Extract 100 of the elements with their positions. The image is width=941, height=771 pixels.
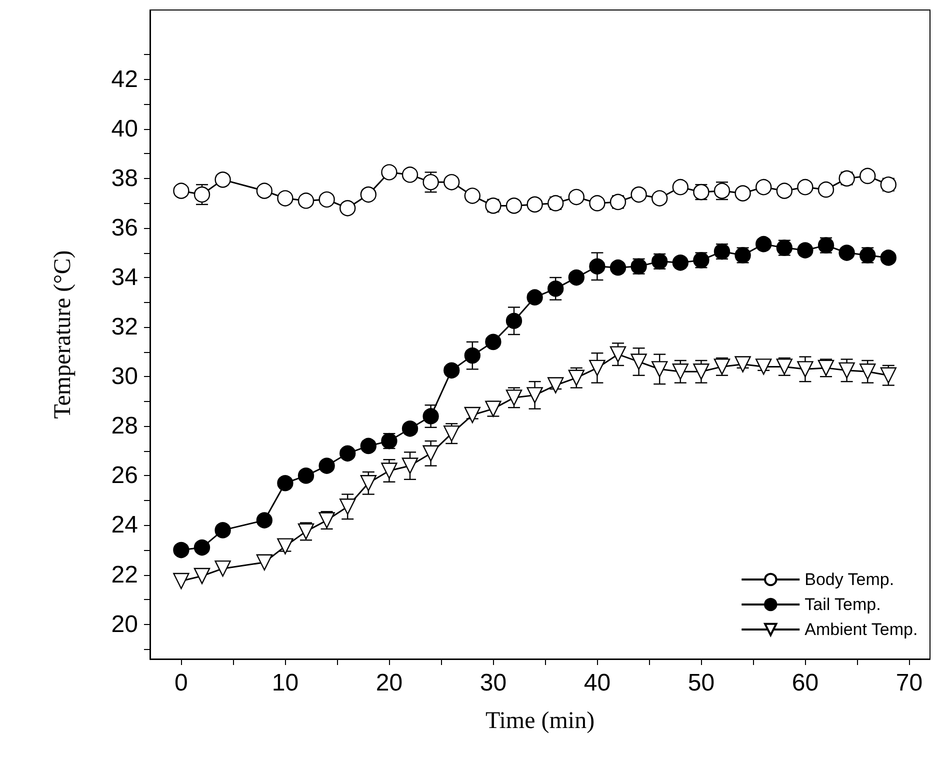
legend-label: Body Temp. — [804, 570, 894, 589]
point — [526, 387, 543, 404]
point — [526, 196, 543, 213]
point — [672, 179, 688, 196]
point — [194, 539, 210, 556]
point — [652, 361, 668, 378]
point — [838, 244, 855, 261]
point — [838, 362, 855, 379]
point — [340, 200, 356, 216]
x-tick-label: 50 — [688, 670, 715, 696]
y-tick-label: 24 — [111, 512, 138, 539]
point — [360, 438, 376, 454]
point — [610, 260, 626, 276]
x-tick-label: 70 — [896, 670, 923, 696]
legend-label: Tail Temp. — [804, 595, 881, 614]
point — [402, 166, 418, 183]
y-tick-label: 30 — [111, 363, 138, 390]
point — [444, 174, 460, 190]
legend-label: Ambient Temp. — [804, 620, 918, 639]
x-tick-label: 30 — [480, 670, 507, 696]
x-tick-label: 40 — [584, 670, 611, 696]
y-tick-label: 32 — [111, 314, 138, 341]
point — [256, 554, 272, 570]
y-tick-label: 42 — [111, 66, 138, 93]
point — [173, 182, 190, 199]
point — [318, 458, 335, 474]
point — [568, 269, 584, 286]
point — [256, 512, 272, 528]
point — [860, 168, 876, 184]
point — [589, 258, 606, 274]
point — [464, 406, 480, 424]
point — [693, 364, 710, 380]
y-tick-label: 20 — [111, 610, 138, 638]
y-tick-label: 40 — [111, 115, 138, 142]
point — [506, 312, 522, 329]
point — [734, 185, 751, 202]
point — [214, 560, 231, 577]
point — [880, 250, 896, 266]
y-tick-label: 38 — [111, 164, 138, 192]
point — [756, 358, 772, 375]
point — [444, 362, 460, 379]
x-tick-label: 10 — [272, 670, 299, 696]
point — [506, 198, 522, 214]
point — [548, 280, 564, 297]
y-tick-label: 26 — [111, 462, 138, 490]
point — [422, 174, 439, 190]
point — [277, 190, 294, 206]
point — [277, 475, 294, 492]
x-tick-label: 20 — [376, 670, 403, 696]
point — [318, 191, 335, 208]
point — [672, 254, 688, 271]
point — [776, 182, 792, 199]
point — [422, 408, 439, 424]
point — [797, 361, 814, 378]
point — [652, 190, 668, 206]
point — [589, 195, 606, 212]
point — [797, 242, 814, 258]
point — [610, 346, 626, 362]
point — [756, 179, 772, 196]
y-tick-label: 28 — [111, 412, 138, 440]
point — [173, 542, 190, 558]
point — [756, 236, 772, 252]
point — [340, 445, 356, 462]
point — [589, 360, 606, 376]
point — [214, 172, 231, 188]
x-axis-title: Time (min) — [485, 708, 595, 734]
point — [860, 364, 876, 380]
point — [402, 420, 418, 437]
point — [880, 367, 896, 384]
point — [381, 164, 398, 180]
x-tick-label: 60 — [792, 670, 819, 696]
point — [422, 445, 439, 462]
point — [630, 186, 647, 203]
point — [298, 192, 314, 209]
y-tick-label: 34 — [111, 264, 138, 292]
point — [672, 364, 688, 380]
point — [381, 462, 398, 479]
y-tick-label: 36 — [111, 214, 138, 242]
point — [485, 334, 502, 350]
point — [568, 188, 584, 206]
x-tick-label: 0 — [174, 670, 188, 696]
point — [548, 377, 564, 394]
point — [194, 568, 210, 584]
point — [630, 354, 647, 370]
y-tick-label: 22 — [111, 561, 138, 588]
point — [464, 347, 480, 364]
point — [360, 186, 376, 203]
point — [526, 289, 543, 306]
point — [797, 179, 814, 196]
point — [173, 572, 190, 590]
point — [360, 475, 376, 492]
point — [402, 458, 418, 474]
point — [298, 468, 314, 484]
point — [256, 182, 272, 199]
point — [340, 498, 356, 515]
y-axis-title: Temperature (°C) — [50, 250, 76, 419]
point — [277, 538, 294, 554]
point — [734, 356, 751, 372]
point — [214, 522, 231, 538]
point — [464, 188, 480, 204]
